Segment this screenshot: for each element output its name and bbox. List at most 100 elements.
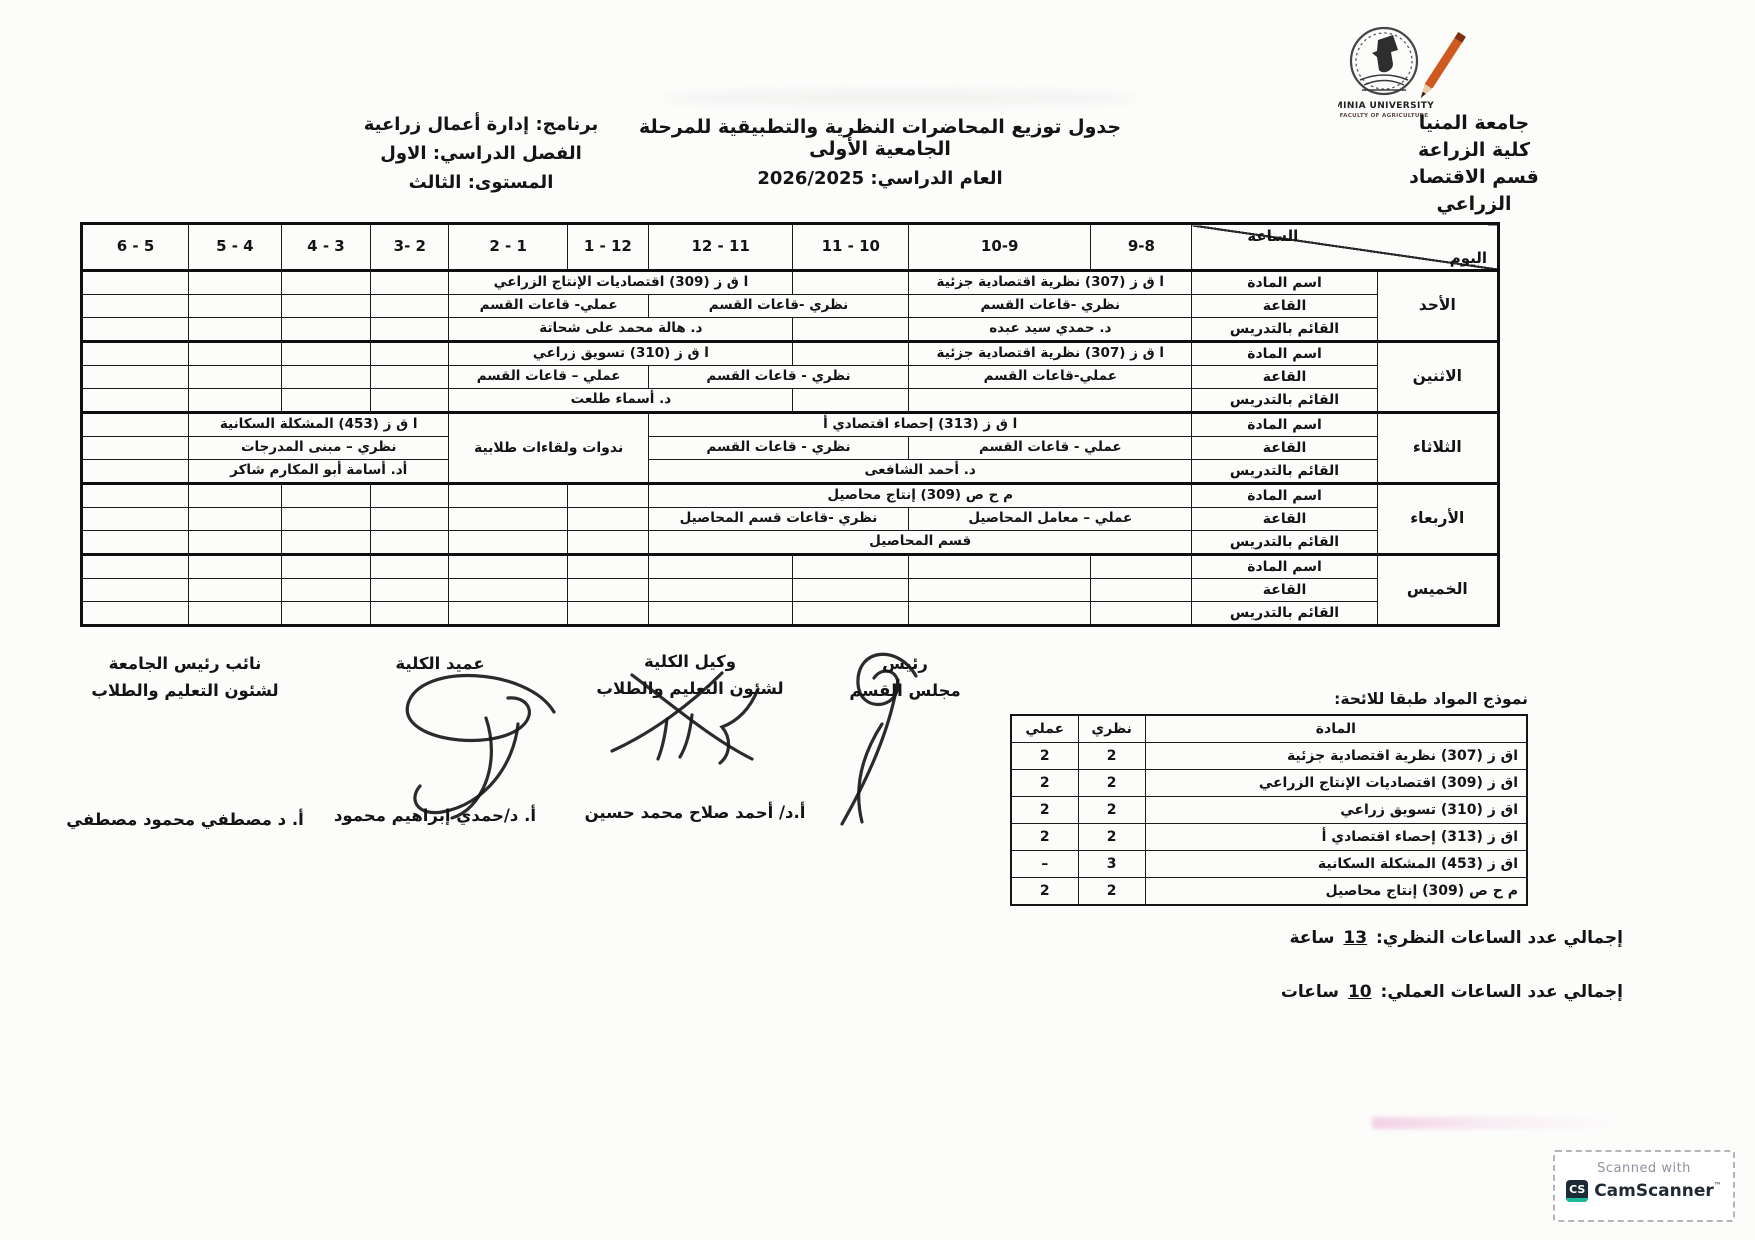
empty-cell — [792, 317, 910, 342]
empty-cell — [280, 269, 372, 295]
empty-cell — [188, 530, 282, 555]
empty-cell — [370, 578, 450, 602]
empty-cell — [280, 578, 372, 602]
instructor-cell: قسم المحاصيل — [647, 530, 1193, 555]
page-title: جدول توزيع المحاضرات النظرية والتطبيقية … — [638, 116, 1122, 160]
sunday-course-row: الأحد اسم المادة ا ق ز (307) نظرية اقتصا… — [80, 269, 1500, 342]
empty-cell — [370, 388, 450, 413]
letterhead-right: جامعة المنيا كلية الزراعة قسم الاقتصاد ا… — [1374, 110, 1574, 218]
faculty-name: كلية الزراعة — [1417, 139, 1531, 161]
camscanner-badge: Scanned with CS CamScanner™ — [1553, 1150, 1735, 1222]
day-cell: الخميس — [1376, 553, 1500, 626]
empty-cell — [566, 601, 649, 626]
level-line: المستوى: الثالث — [408, 172, 554, 193]
hall-cell: نظري - قاعات القسم — [647, 365, 910, 389]
thursday-course-row: الخميس اسم المادة — [80, 553, 1500, 626]
empty-cell — [370, 553, 450, 579]
empty-cell — [448, 530, 568, 555]
empty-cell — [792, 340, 910, 366]
empty-cell — [908, 553, 1092, 579]
practical-hours-value: 10 — [1347, 982, 1372, 1002]
course-row: اق ز (307) نظرية اقتصادية جزئية 2 2 — [1010, 742, 1528, 770]
empty-cell — [188, 365, 282, 389]
row-label-instructor: القائم بالتدريس — [1191, 317, 1378, 342]
empty-cell — [80, 482, 190, 508]
slot-header: 10-9 — [908, 223, 1092, 271]
empty-cell — [188, 553, 282, 579]
subject-cell: م ح ص (309) إنتاج محاصيل — [1144, 877, 1528, 906]
day-label: اليوم — [1449, 248, 1487, 267]
course-row: اق ز (310) تسويق زراعي 2 2 — [1010, 796, 1528, 824]
instructor-cell: د. حمدي سيد عبده — [908, 317, 1193, 342]
row-label-instructor: القائم بالتدريس — [1191, 530, 1378, 555]
subject-cell: اق ز (310) تسويق زراعي — [1144, 796, 1528, 824]
subject-cell: اق ز (307) نظرية اقتصادية جزئية — [1144, 742, 1528, 770]
empty-cell — [80, 269, 190, 295]
empty-cell — [908, 388, 1193, 413]
scan-smudge — [660, 90, 1140, 106]
thursday-hall-row: القاعة — [80, 578, 1499, 602]
empty-cell — [280, 340, 372, 366]
slot-header: 2 - 1 — [448, 223, 568, 271]
empty-cell — [80, 553, 190, 579]
empty-cell — [280, 317, 372, 342]
row-label-instructor: القائم بالتدريس — [1191, 388, 1378, 413]
row-label-instructor: القائم بالتدريس — [1191, 601, 1378, 626]
corner-cell: الساعة اليوم — [1191, 223, 1499, 271]
empty-cell — [647, 578, 794, 602]
course-cell: ا ق ز (453) المشكلة السكانية — [188, 411, 450, 437]
empty-cell — [80, 507, 190, 531]
subject-header: المادة — [1144, 714, 1528, 743]
empty-cell — [80, 601, 190, 626]
course-row: اق ز (309) اقتصاديات الإنتاج الزراعي 2 2 — [1010, 769, 1528, 797]
practical-cell: 2 — [1010, 823, 1079, 851]
university-name: جامعة المنيا — [1418, 112, 1530, 134]
empty-cell — [188, 317, 282, 342]
course-row: م ح ص (309) إنتاج محاصيل 2 2 — [1010, 877, 1528, 906]
wednesday-hall-row: القاعة عملي – معامل المحاصيل نظري -قاعات… — [80, 507, 1499, 531]
practical-cell: 2 — [1010, 769, 1079, 797]
empty-cell — [792, 578, 910, 602]
empty-cell — [80, 388, 190, 413]
program-info-block: برنامج: إدارة أعمال زراعية الفصل الدراسي… — [336, 110, 626, 197]
signature-title-department-head: رئيس مجلس القسم — [849, 654, 961, 700]
empty-cell — [80, 578, 190, 602]
empty-cell — [80, 459, 190, 484]
hall-cell: عملي - قاعات القسم — [908, 436, 1193, 460]
slot-header: 12 - 11 — [647, 223, 794, 271]
empty-cell — [448, 578, 568, 602]
schedule-header-row: الساعة اليوم 9-8 10-9 11 - 10 12 - 11 1 … — [80, 223, 1499, 271]
empty-cell — [80, 411, 190, 437]
theory-hours-value: 13 — [1343, 928, 1368, 948]
courses-header-row: المادة نظري عملي — [1010, 714, 1528, 743]
tuesday-instructor-row: القائم بالتدريس د. أحمد الشافعى أد. أسام… — [80, 459, 1499, 484]
tuesday-hall-row: القاعة عملي - قاعات القسم نظري - قاعات ا… — [80, 436, 1499, 460]
empty-cell — [188, 294, 282, 318]
subject-cell: اق ز (453) المشكلة السكانية — [1144, 850, 1528, 878]
empty-cell — [792, 601, 910, 626]
instructor-cell: د. أسماء طلعت — [448, 388, 794, 413]
hour-label: الساعة — [1247, 227, 1299, 245]
empty-cell — [1090, 601, 1193, 626]
empty-cell — [80, 436, 190, 460]
course-cell: ا ق ز (310) تسويق زراعي — [448, 340, 794, 366]
row-label-course: اسم المادة — [1191, 411, 1378, 437]
instructor-cell: د. أحمد الشافعى — [647, 459, 1193, 484]
empty-cell — [908, 601, 1092, 626]
empty-cell — [188, 507, 282, 531]
scan-smudge-pink — [1372, 1117, 1622, 1129]
course-row: اق ز (313) إحصاء اقتصادي أ 2 2 — [1010, 823, 1528, 851]
theory-header: نظري — [1077, 714, 1146, 743]
tuesday-course-row: الثلاثاء اسم المادة ا ق ز (313) إحصاء اق… — [80, 411, 1500, 484]
row-label-hall: القاعة — [1191, 578, 1378, 602]
empty-cell — [370, 269, 450, 295]
hall-cell: عملي – معامل المحاصيل — [908, 507, 1193, 531]
signature-name-dean: أ. د/حمدي إبراهيم محمود — [333, 806, 537, 825]
theory-cell: 2 — [1077, 823, 1146, 851]
empty-cell — [80, 530, 190, 555]
empty-cell — [80, 340, 190, 366]
hall-cell: نظري -قاعات القسم — [647, 294, 910, 318]
empty-cell — [188, 340, 282, 366]
row-label-course: اسم المادة — [1191, 553, 1378, 579]
minia-university-emblem-icon: MINIA UNIVERSITY FACULTY OF AGRICULTURE — [1334, 26, 1466, 119]
